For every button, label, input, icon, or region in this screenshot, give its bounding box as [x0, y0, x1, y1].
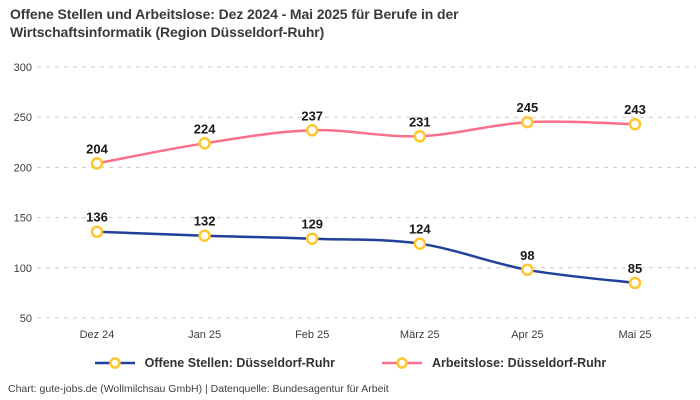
value-label: 85	[628, 261, 642, 276]
value-label: 98	[520, 248, 534, 263]
series-line	[95, 120, 637, 165]
y-axis-tick-label: 300	[14, 62, 32, 74]
legend-label: Offene Stellen: Düsseldorf-Ruhr	[144, 356, 335, 370]
data-point-marker[interactable]	[90, 157, 104, 170]
data-point-marker[interactable]	[413, 130, 427, 143]
x-axis-tick-label: Apr 25	[511, 329, 543, 341]
value-label: 124	[409, 222, 431, 237]
legend-line-marker-icon	[94, 357, 135, 369]
data-point-marker[interactable]	[413, 237, 427, 250]
y-axis-tick-label: 50	[20, 313, 32, 325]
y-axis-tick-label: 100	[14, 263, 32, 275]
series-line	[95, 230, 637, 285]
value-label: 129	[301, 217, 323, 232]
legend-label: Arbeitslose: Düsseldorf-Ruhr	[431, 356, 607, 370]
y-axis-tick-label: 200	[14, 162, 32, 174]
data-point-marker[interactable]	[198, 137, 211, 150]
x-axis-tick-label: Mai 25	[618, 329, 651, 341]
x-axis-tick-label: Dez 24	[80, 329, 115, 341]
data-point-marker[interactable]	[521, 115, 534, 129]
x-axis-tick-label: Jan 25	[188, 329, 221, 341]
value-label: 204	[86, 141, 108, 156]
y-axis-tick-label: 250	[14, 112, 32, 124]
chart-credit: Chart: gute-jobs.de (Wollmilchsau GmbH) …	[8, 383, 389, 395]
data-point-marker[interactable]	[628, 117, 642, 131]
line-chart: 50 100 150 200 250 300 Dez 24 Jan 25 Feb 25 März …	[14, 62, 696, 341]
chart-title: Offene Stellen und Arbeitslose: Dez 2024…	[10, 6, 459, 41]
data-point-marker[interactable]	[305, 232, 319, 245]
value-label: 237	[301, 108, 323, 123]
data-point-marker[interactable]	[198, 229, 211, 242]
value-label: 132	[194, 214, 216, 229]
y-axis-tick-label: 150	[14, 213, 32, 225]
value-label: 245	[517, 100, 539, 115]
legend-item[interactable]: Offene Stellen: Düsseldorf-Ruhr	[94, 356, 335, 370]
value-label: 136	[86, 210, 108, 225]
x-axis-tick-label: März 25	[400, 329, 440, 341]
data-point-marker[interactable]	[305, 124, 319, 137]
value-label: 231	[409, 114, 431, 129]
value-label: 224	[194, 121, 216, 136]
data-point-marker[interactable]	[90, 225, 104, 238]
x-axis-tick-label: Feb 25	[295, 329, 329, 341]
legend-item[interactable]: Arbeitslose: Düsseldorf-Ruhr	[381, 356, 606, 370]
legend-line-marker-icon	[381, 357, 422, 369]
data-point-marker[interactable]	[521, 263, 534, 277]
data-point-marker[interactable]	[628, 276, 642, 290]
chart-legend: Offene Stellen: Düsseldorf-Ruhr Arbeitslo…	[0, 356, 700, 370]
value-label: 243	[624, 102, 646, 117]
